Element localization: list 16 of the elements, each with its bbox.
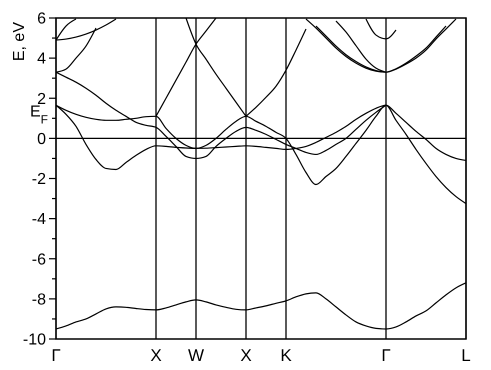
y-tick-label: -10 [22, 332, 46, 349]
y-tick-label: -6 [32, 251, 46, 268]
y-tick-label: 0 [37, 130, 46, 148]
x-tick-label: K [280, 346, 292, 365]
y-tick-label: -8 [32, 291, 46, 308]
x-tick-label: X [150, 346, 162, 365]
x-tick-label: Γ [381, 346, 391, 365]
x-tick-label: L [461, 346, 471, 365]
y-tick-label: -2 [32, 171, 46, 188]
x-tick-label: X [240, 346, 252, 365]
y-tick-label: -4 [32, 211, 46, 228]
x-tick-label: Γ [51, 346, 61, 365]
y-tick-label: 6 [37, 10, 46, 28]
y-tick-label: 4 [37, 50, 46, 68]
x-tick-label: W [188, 346, 204, 365]
y-axis-title: E, eV [11, 22, 28, 62]
